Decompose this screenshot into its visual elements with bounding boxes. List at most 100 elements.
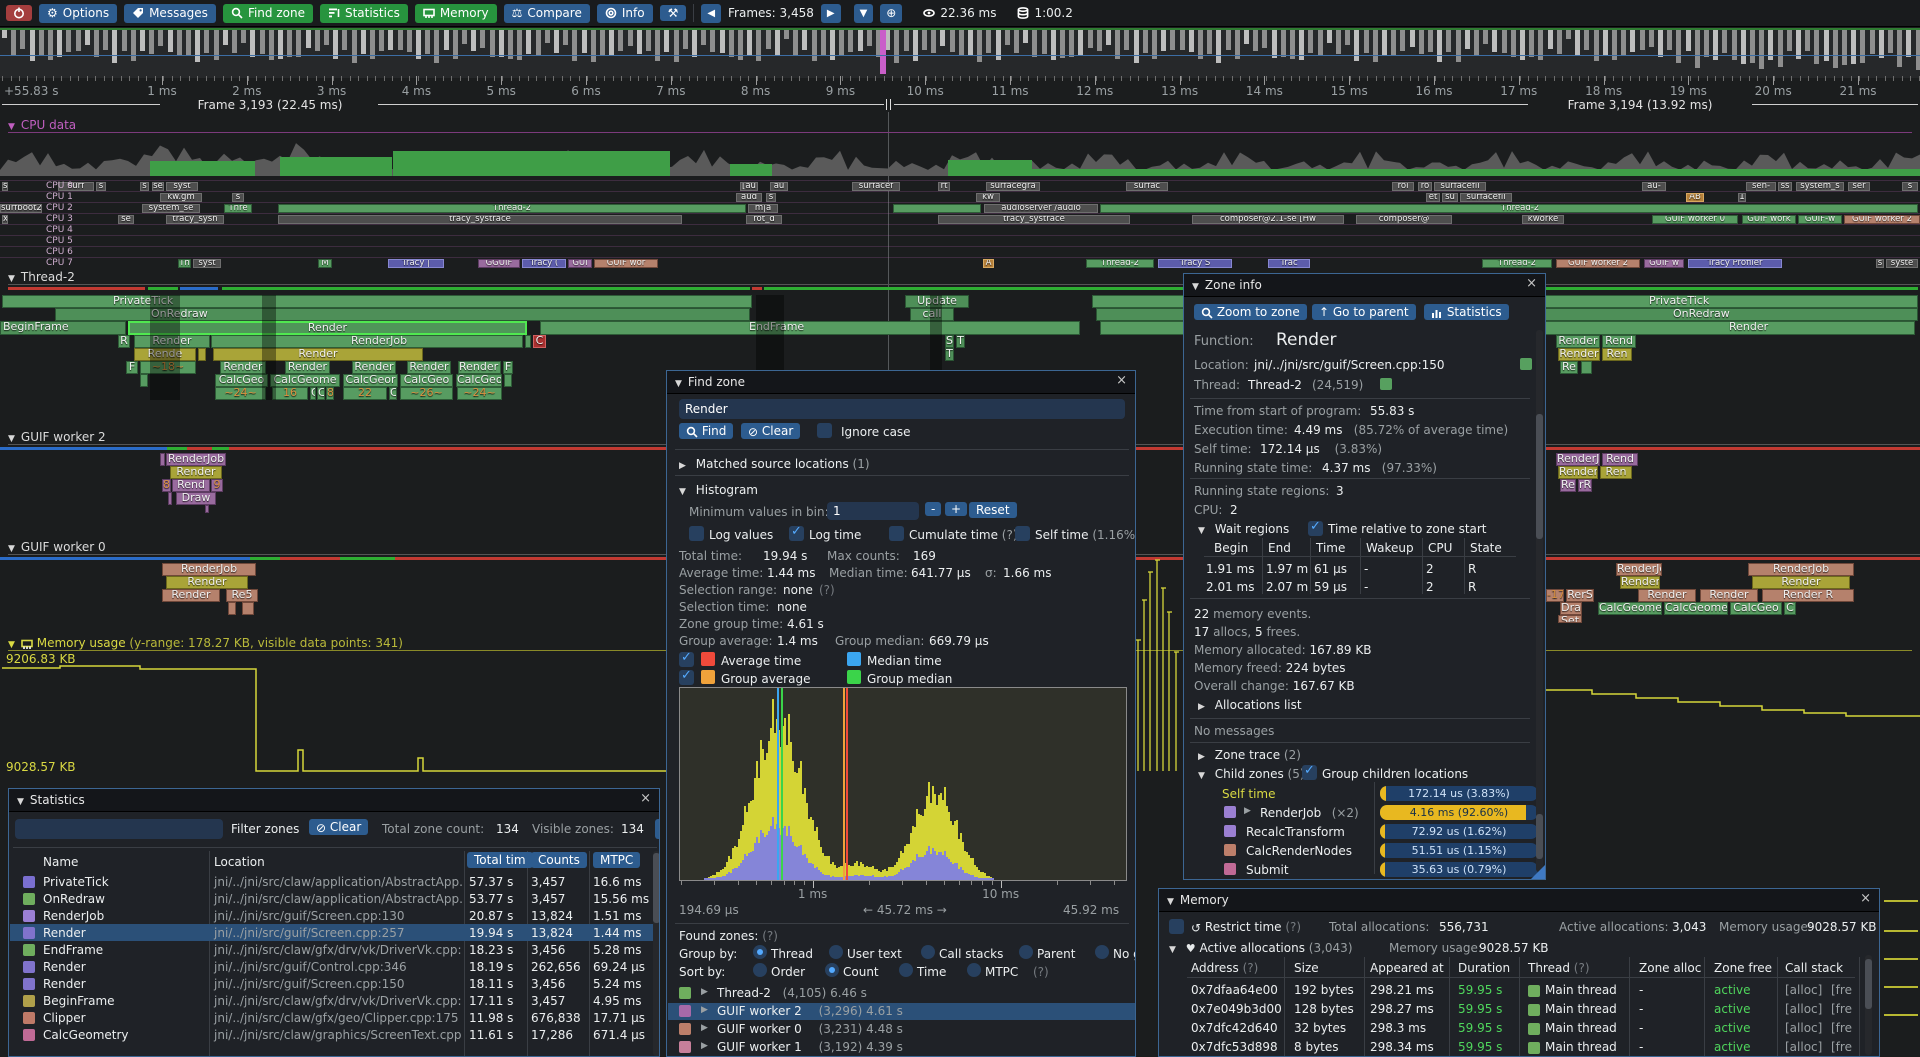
column-header-counts[interactable]: Counts [531, 852, 587, 868]
frame-bar[interactable] [1676, 30, 1682, 63]
memory-column-header[interactable]: Zone alloc [1639, 961, 1702, 975]
go-to-parent-button[interactable]: ↑ Go to parent [1312, 304, 1416, 320]
allocation-row[interactable]: 0x7dfc53d898 8 bytes 298.34 ms 59.95 s Main … [1159, 1040, 1859, 1056]
cpu-zone[interactable]: Tracy S [1158, 259, 1232, 268]
timeline-zone[interactable]: C [389, 387, 397, 400]
timeline-zone[interactable]: Render [1638, 589, 1696, 602]
cpu-zone[interactable]: surfacegra [986, 182, 1040, 191]
memory-column-header[interactable]: Duration [1458, 961, 1511, 975]
cpu-zone[interactable]: Trac [1268, 259, 1310, 268]
frame-bar[interactable] [636, 30, 642, 54]
alloc-callstack-alloc[interactable]: [alloc] [1785, 1040, 1823, 1054]
scrollbar-track[interactable] [653, 851, 659, 1056]
found-zone-group-row[interactable]: ▶ Thread-2 (4,105) 6.46 s [667, 985, 1135, 1002]
cpu-zone[interactable]: ro [1418, 182, 1432, 191]
frame-bar[interactable] [1621, 30, 1627, 56]
timeline-zone[interactable]: Ren [1600, 466, 1632, 479]
cpu-zone[interactable]: GUIF wor [594, 259, 658, 268]
cpu-zone[interactable]: composer@ [1356, 215, 1452, 224]
frame-bar[interactable] [1455, 30, 1461, 62]
close-icon[interactable]: × [640, 791, 651, 806]
child-zone-bar[interactable]: 51.51 us (1.15%) [1380, 843, 1538, 858]
cpu-zone[interactable]: se [152, 182, 164, 191]
frame-bar[interactable] [287, 30, 293, 57]
clipped-button[interactable] [655, 819, 659, 839]
frame-bar[interactable] [554, 30, 559, 53]
frame-bar[interactable] [1851, 30, 1857, 64]
checkbox[interactable] [679, 650, 694, 667]
timeline-zone[interactable] [205, 505, 209, 513]
memory-column-header[interactable]: Appeared at [1370, 961, 1444, 975]
alloc-callstack-alloc[interactable]: [alloc] [1785, 983, 1823, 997]
frames-prev-button[interactable]: ◀ [701, 3, 722, 23]
radio-button[interactable] [1019, 945, 1033, 959]
radio-button[interactable] [899, 963, 913, 977]
frame-bar[interactable] [186, 30, 191, 56]
timeline-zone[interactable]: Rende [134, 348, 196, 361]
timeline-zone[interactable] [525, 335, 531, 348]
frame-bar[interactable] [1069, 30, 1075, 57]
frame-bar[interactable] [1906, 30, 1912, 57]
frame-bar[interactable] [149, 30, 155, 54]
frame-bar[interactable] [876, 30, 881, 57]
frame-bar[interactable] [1188, 30, 1194, 52]
frame-bar[interactable] [121, 30, 127, 51]
frame-bar[interactable] [1529, 30, 1535, 57]
cpu-zone[interactable]: GUIF worker 0 [1652, 215, 1738, 224]
cpu-zone[interactable]: s [140, 182, 149, 191]
timeline-zone[interactable]: Dra [1560, 602, 1582, 615]
frame-bar[interactable] [646, 30, 651, 51]
frame-bar[interactable] [416, 30, 421, 59]
frame-bar[interactable] [931, 30, 937, 53]
frame-bar[interactable] [1713, 30, 1719, 60]
group-by-radio[interactable] [1095, 945, 1109, 962]
timeline-zone[interactable]: C [533, 335, 546, 348]
frame-bar[interactable] [1409, 30, 1415, 47]
frame-bar[interactable] [1262, 30, 1268, 48]
radio-button[interactable] [753, 945, 767, 959]
radio-button[interactable] [753, 963, 767, 977]
checkbox[interactable] [679, 668, 694, 685]
window-titlebar[interactable]: ▼ Statistics [9, 789, 659, 812]
frame-bar[interactable] [747, 30, 753, 56]
frame-bar[interactable] [1345, 30, 1351, 45]
cpu-zone[interactable]: kworke [1522, 215, 1564, 224]
frame-bar[interactable] [333, 30, 339, 59]
cpu-zone[interactable]: GUIF worker 2 [1556, 259, 1640, 268]
frame-bar[interactable] [1492, 30, 1498, 52]
matched-source-locations[interactable]: ▶ Matched source locations (1) [679, 457, 870, 471]
timeline-zone[interactable]: Draw [176, 492, 216, 505]
frame-bar[interactable] [728, 30, 734, 57]
cpu-zone[interactable]: GUIF-w [1798, 215, 1842, 224]
frame-bar[interactable] [38, 30, 44, 56]
frame-bar[interactable] [1510, 30, 1516, 57]
table-row[interactable]: CalcGeometry jni/../jni/src/claw/graphics… [9, 1028, 654, 1045]
cpu-zone[interactable]: Thre [224, 204, 252, 213]
frame-overview-strip[interactable] [0, 28, 1920, 78]
find-zone-button[interactable]: Find zone [222, 3, 313, 23]
scrollbar-thumb[interactable] [653, 853, 659, 923]
timeline-zone[interactable]: Render [1556, 335, 1600, 348]
cpu-zone[interactable]: syst [193, 259, 221, 268]
sort-by-radio[interactable] [967, 963, 981, 980]
cpu-zone[interactable]: tracy_systrace [938, 215, 1130, 224]
frame-markers[interactable]: Frame 3,193 (22.45 ms) Frame 3,194 (13.92… [0, 98, 1920, 112]
frame-bar[interactable] [480, 30, 486, 48]
wait-column-header[interactable]: Wakeup [1366, 541, 1414, 555]
column-header-location[interactable]: Location [214, 855, 265, 869]
frame-bar[interactable] [1078, 30, 1084, 56]
timeline-zone[interactable]: 16 [272, 387, 308, 400]
cpu-zone[interactable]: su [1442, 193, 1458, 202]
frame-bar[interactable] [259, 30, 265, 54]
cpu-zone[interactable]: s [1902, 182, 1918, 191]
frame-bar[interactable] [1658, 30, 1663, 57]
close-icon[interactable]: × [1526, 276, 1537, 291]
wait-column-header[interactable]: CPU [1428, 541, 1453, 555]
timeline-zone[interactable]: C [310, 387, 316, 400]
frame-bar[interactable] [1032, 30, 1038, 57]
legend-checkbox[interactable] [679, 668, 694, 688]
crosshair-button[interactable]: ⊕ [880, 3, 903, 23]
cpu-zone[interactable]: syste [1886, 259, 1918, 268]
cpu-zone[interactable]: rt [938, 182, 950, 191]
child-zone-bar[interactable]: 72.92 us (1.62%) [1380, 824, 1538, 839]
